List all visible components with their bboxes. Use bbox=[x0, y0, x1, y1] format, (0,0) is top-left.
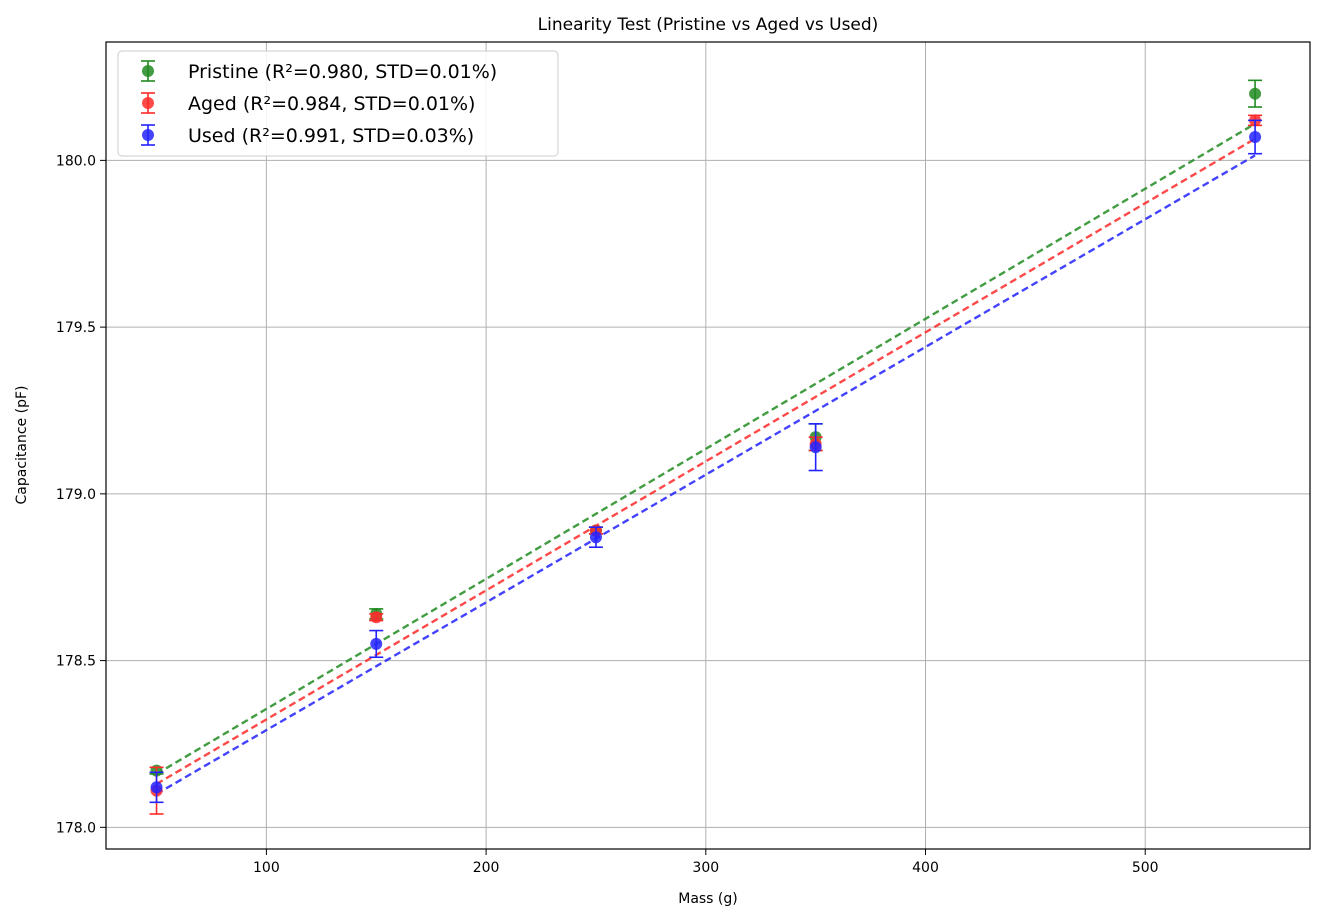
data-point bbox=[808, 423, 823, 472]
data-marks bbox=[149, 79, 1263, 815]
point-marker bbox=[370, 611, 383, 624]
legend-marker bbox=[142, 129, 154, 141]
legend: Pristine (R²=0.980, STD=0.01%) Aged (R²=0… bbox=[117, 50, 559, 157]
plot-frame bbox=[105, 41, 1311, 850]
fit-line bbox=[155, 137, 1256, 786]
y-axis-label: Capacitance (pF) bbox=[14, 386, 30, 505]
point-marker bbox=[150, 781, 163, 794]
point-marker bbox=[1249, 87, 1262, 100]
data-point bbox=[1248, 119, 1263, 155]
data-point bbox=[588, 526, 603, 549]
point-marker bbox=[589, 531, 602, 544]
y-tick-label: 179.5 bbox=[56, 320, 96, 336]
x-tick-label: 200 bbox=[473, 860, 500, 876]
data-point bbox=[149, 771, 164, 804]
legend-label: Used (R²=0.991, STD=0.03%) bbox=[188, 125, 474, 147]
y-axis-ticks: 178.0 178.5 179.0 179.5 180.0 bbox=[56, 153, 106, 836]
legend-item: Pristine (R²=0.980, STD=0.01%) bbox=[141, 60, 497, 83]
y-tick-label: 180.0 bbox=[56, 153, 96, 169]
legend-marker bbox=[142, 97, 154, 109]
point-marker bbox=[809, 441, 822, 454]
fit-lines bbox=[155, 122, 1256, 796]
y-tick-label: 178.5 bbox=[56, 654, 96, 670]
x-tick-label: 300 bbox=[692, 860, 719, 876]
fit-line bbox=[155, 154, 1256, 796]
fit-line bbox=[155, 122, 1256, 776]
x-axis-ticks: 100 200 300 400 500 bbox=[253, 849, 1159, 876]
x-tick-label: 100 bbox=[253, 860, 280, 876]
y-tick-label: 179.0 bbox=[56, 487, 96, 503]
legend-label: Aged (R²=0.984, STD=0.01%) bbox=[188, 93, 475, 115]
data-point bbox=[369, 629, 384, 659]
y-tick-label: 178.0 bbox=[56, 820, 96, 836]
x-axis-label: Mass (g) bbox=[678, 891, 738, 907]
legend-item: Used (R²=0.991, STD=0.03%) bbox=[141, 124, 474, 147]
legend-label: Pristine (R²=0.980, STD=0.01%) bbox=[188, 61, 497, 83]
data-point bbox=[1248, 79, 1263, 108]
point-marker bbox=[1249, 131, 1262, 144]
point-marker bbox=[370, 637, 383, 650]
data-point bbox=[369, 611, 384, 624]
legend-box bbox=[117, 50, 559, 157]
legend-item: Aged (R²=0.984, STD=0.01%) bbox=[141, 92, 475, 115]
x-tick-label: 400 bbox=[912, 860, 939, 876]
grid bbox=[106, 42, 1310, 849]
x-tick-label: 500 bbox=[1132, 860, 1159, 876]
chart-title: Linearity Test (Pristine vs Aged vs Used… bbox=[538, 15, 879, 35]
legend-marker bbox=[142, 65, 154, 77]
